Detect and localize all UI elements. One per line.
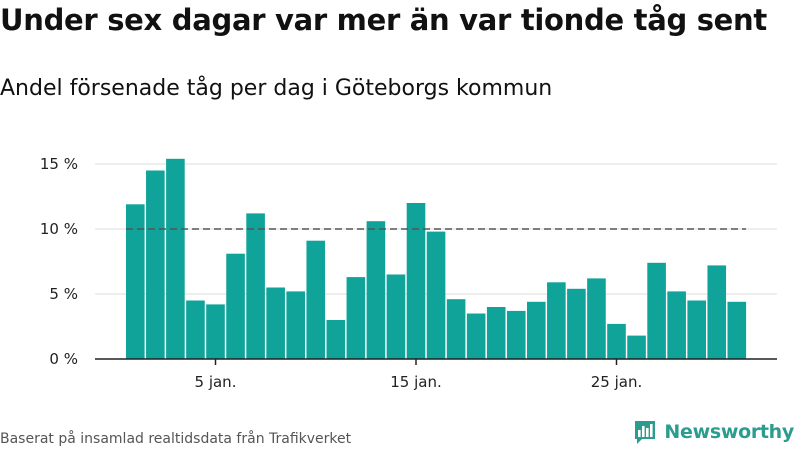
chart-subtitle: Andel försenade tåg per dag i Göteborgs … (0, 76, 553, 101)
bar-day-17[interactable] (446, 299, 466, 359)
bar-chart: 0 % 5 % 10 % 15 % 5 jan. 15 jan. 25 jan. (40, 155, 777, 391)
y-tick-label: 5 % (49, 285, 78, 303)
bar-day-1[interactable] (126, 204, 145, 359)
bar-day-18[interactable] (466, 313, 486, 360)
bar-day-20[interactable] (506, 310, 526, 359)
newsworthy-logo-icon (635, 421, 656, 444)
bar-day-4[interactable] (186, 300, 205, 360)
bar-day-26[interactable] (627, 335, 646, 359)
bar-day-16[interactable] (426, 231, 446, 359)
bar-day-24[interactable] (587, 278, 606, 359)
bar-day-31[interactable] (727, 301, 747, 359)
bar-day-11[interactable] (326, 320, 346, 359)
bar-day-30[interactable] (707, 265, 727, 359)
bar-day-9[interactable] (286, 291, 305, 359)
y-axis-labels: 0 % 5 % 10 % 15 % (40, 155, 78, 368)
bar-day-5[interactable] (206, 304, 225, 359)
bar-day-19[interactable] (486, 307, 506, 359)
bar-day-23[interactable] (567, 288, 586, 359)
chart-title: Under sex dagar var mer än var tionde tå… (0, 3, 767, 37)
bar-day-10[interactable] (306, 240, 326, 359)
bars (126, 158, 747, 360)
brand-name: Newsworthy (664, 421, 794, 443)
x-axis (95, 358, 777, 365)
newsworthy-logo[interactable]: Newsworthy (633, 419, 794, 445)
bar-day-12[interactable] (346, 277, 366, 359)
x-tick-label: 25 jan. (591, 373, 643, 391)
source-note: Baserat på insamlad realtidsdata från Tr… (0, 431, 352, 447)
bar-day-15[interactable] (406, 203, 426, 359)
x-tick-label: 5 jan. (195, 373, 237, 391)
bar-day-25[interactable] (607, 323, 626, 359)
bar-day-28[interactable] (667, 291, 686, 359)
bar-day-6[interactable] (226, 253, 245, 359)
bar-day-27[interactable] (647, 262, 666, 359)
bar-day-13[interactable] (366, 221, 386, 359)
x-axis-labels: 5 jan. 15 jan. 25 jan. (195, 373, 643, 391)
y-tick-label: 15 % (40, 155, 78, 173)
y-tick-label: 0 % (49, 350, 78, 368)
bar-day-21[interactable] (527, 301, 546, 359)
bar-day-7[interactable] (246, 213, 265, 359)
bar-day-3[interactable] (166, 158, 185, 359)
bar-day-22[interactable] (547, 282, 566, 359)
bar-day-29[interactable] (687, 300, 706, 360)
y-tick-label: 10 % (40, 220, 78, 238)
bar-day-8[interactable] (266, 287, 285, 360)
bar-day-2[interactable] (146, 170, 165, 360)
x-tick-label: 15 jan. (390, 373, 442, 391)
bar-day-14[interactable] (386, 274, 406, 360)
